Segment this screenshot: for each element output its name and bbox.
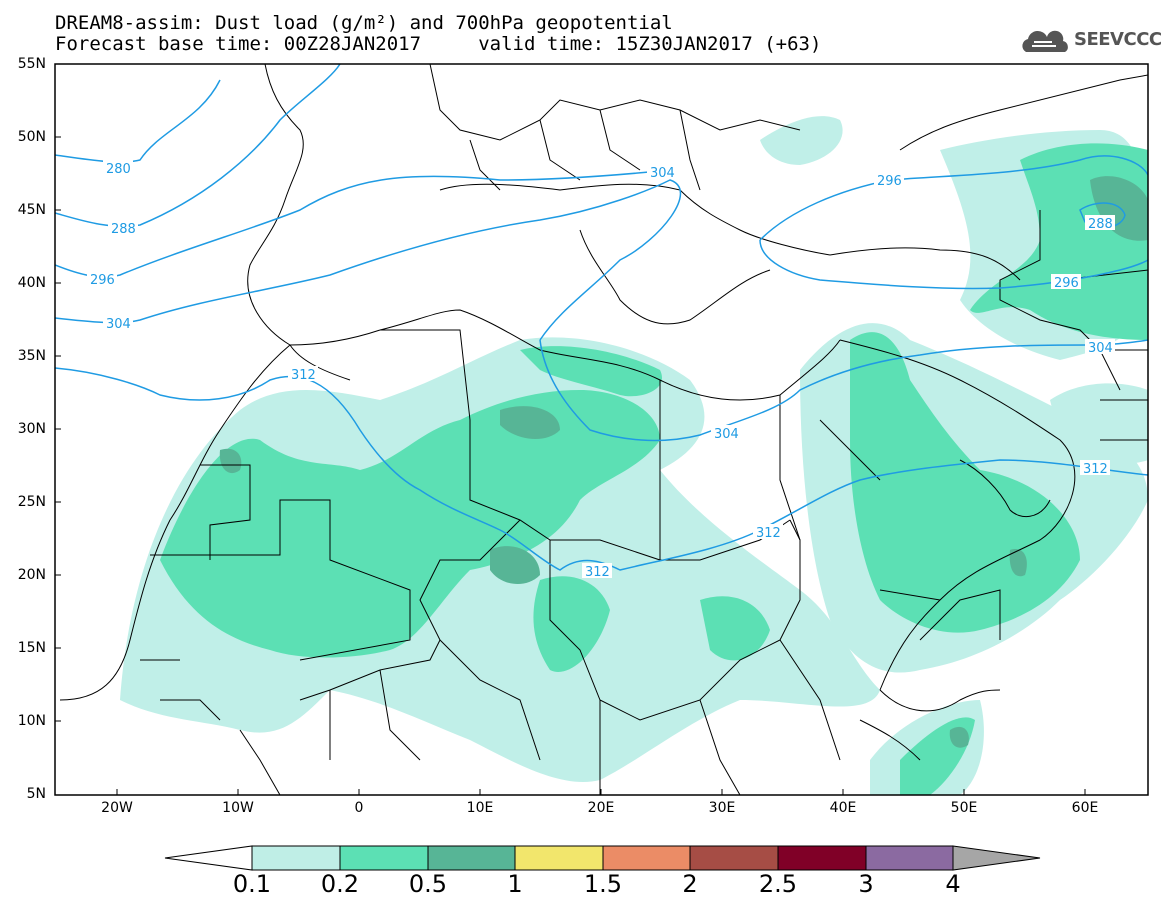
contour-value: 312	[756, 526, 781, 541]
lat-label: 25N	[17, 494, 46, 510]
contour-value: 296	[877, 174, 902, 189]
colorbar-label: 2	[682, 870, 698, 898]
lon-label: 60E	[1071, 800, 1099, 816]
lon-label: 30E	[708, 800, 736, 816]
contour-label: 312	[753, 524, 783, 541]
colorbar	[164, 845, 1041, 871]
forecast-time: Forecast base time: 00Z28JAN2017 valid t…	[55, 33, 822, 55]
contour-label: 280	[103, 160, 133, 177]
colorbar-swatch	[427, 845, 516, 871]
country-borders	[59, 64, 1148, 795]
contour-label: 296	[87, 271, 117, 288]
colorbar-swatch	[777, 845, 867, 871]
lat-label: 30N	[17, 421, 46, 437]
colorbar-swatch	[689, 845, 779, 871]
lat-label: 40N	[17, 275, 46, 291]
lat-label: 35N	[17, 348, 46, 364]
lon-label: 10W	[222, 800, 254, 816]
contour-value: 296	[1054, 276, 1079, 291]
colorbar-swatch	[865, 845, 954, 871]
lon-label: 10E	[466, 800, 494, 816]
lat-label: 10N	[17, 713, 46, 729]
contour-label: 288	[1085, 215, 1115, 232]
contour-value: 304	[106, 317, 131, 332]
lat-label: 20N	[17, 567, 46, 583]
colorbar-label: 4	[945, 870, 961, 898]
dust-layer-dark	[219, 176, 1148, 748]
colorbar-label: 1	[507, 870, 523, 898]
lat-label: 45N	[17, 202, 46, 218]
contour-value: 296	[90, 273, 115, 288]
colorbar-max-arrow	[952, 845, 1041, 871]
geopotential-contours	[55, 64, 1148, 571]
colorbar-swatch	[339, 845, 429, 871]
contour-value: 304	[650, 166, 675, 181]
colorbar-swatch	[514, 845, 604, 871]
contour-value: 288	[1088, 217, 1113, 232]
contour-value: 312	[585, 565, 610, 580]
map-title: DREAM8-assim: Dust load (g/m²) and 700hP…	[55, 12, 673, 34]
contour-label: 304	[647, 164, 677, 181]
lat-label: 5N	[26, 786, 46, 802]
colorbar-label: 0.2	[320, 870, 360, 898]
contour-value: 312	[1083, 462, 1108, 477]
lat-label: 50N	[17, 129, 46, 145]
lat-label: 55N	[17, 56, 46, 72]
contour-label: 304	[1085, 339, 1115, 356]
colorbar-swatch	[251, 845, 341, 871]
contour-label: 304	[711, 425, 741, 442]
colorbar-swatch	[602, 845, 691, 871]
colorbar-label: 0.1	[232, 870, 272, 898]
lon-label: 0	[354, 800, 364, 816]
colorbar-label: 0.5	[408, 870, 448, 898]
lon-label: 40E	[829, 800, 857, 816]
logo-text: SEEVCCC	[1074, 29, 1162, 50]
contour-label: 296	[874, 172, 904, 189]
contour-label: 296	[1051, 274, 1081, 291]
lon-label: 20W	[101, 800, 133, 816]
lon-label: 20E	[587, 800, 615, 816]
contour-label: 312	[582, 563, 612, 580]
lon-label: 50E	[950, 800, 978, 816]
contour-label: 288	[108, 220, 138, 237]
contour-value: 288	[111, 222, 136, 237]
contour-label: 312	[288, 366, 318, 383]
colorbar-label: 1.5	[583, 870, 623, 898]
contour-label: 312	[1080, 460, 1110, 477]
contour-value: 304	[714, 427, 739, 442]
colorbar-label: 3	[858, 870, 874, 898]
lat-label: 15N	[17, 640, 46, 656]
contour-value: 280	[106, 162, 131, 177]
contour-value: 312	[291, 368, 316, 383]
contour-label: 304	[103, 315, 133, 332]
colorbar-label: 2.5	[758, 870, 798, 898]
cloud-icon	[1022, 30, 1068, 52]
colorbar-min-arrow	[164, 845, 253, 871]
contour-value: 304	[1088, 341, 1113, 356]
